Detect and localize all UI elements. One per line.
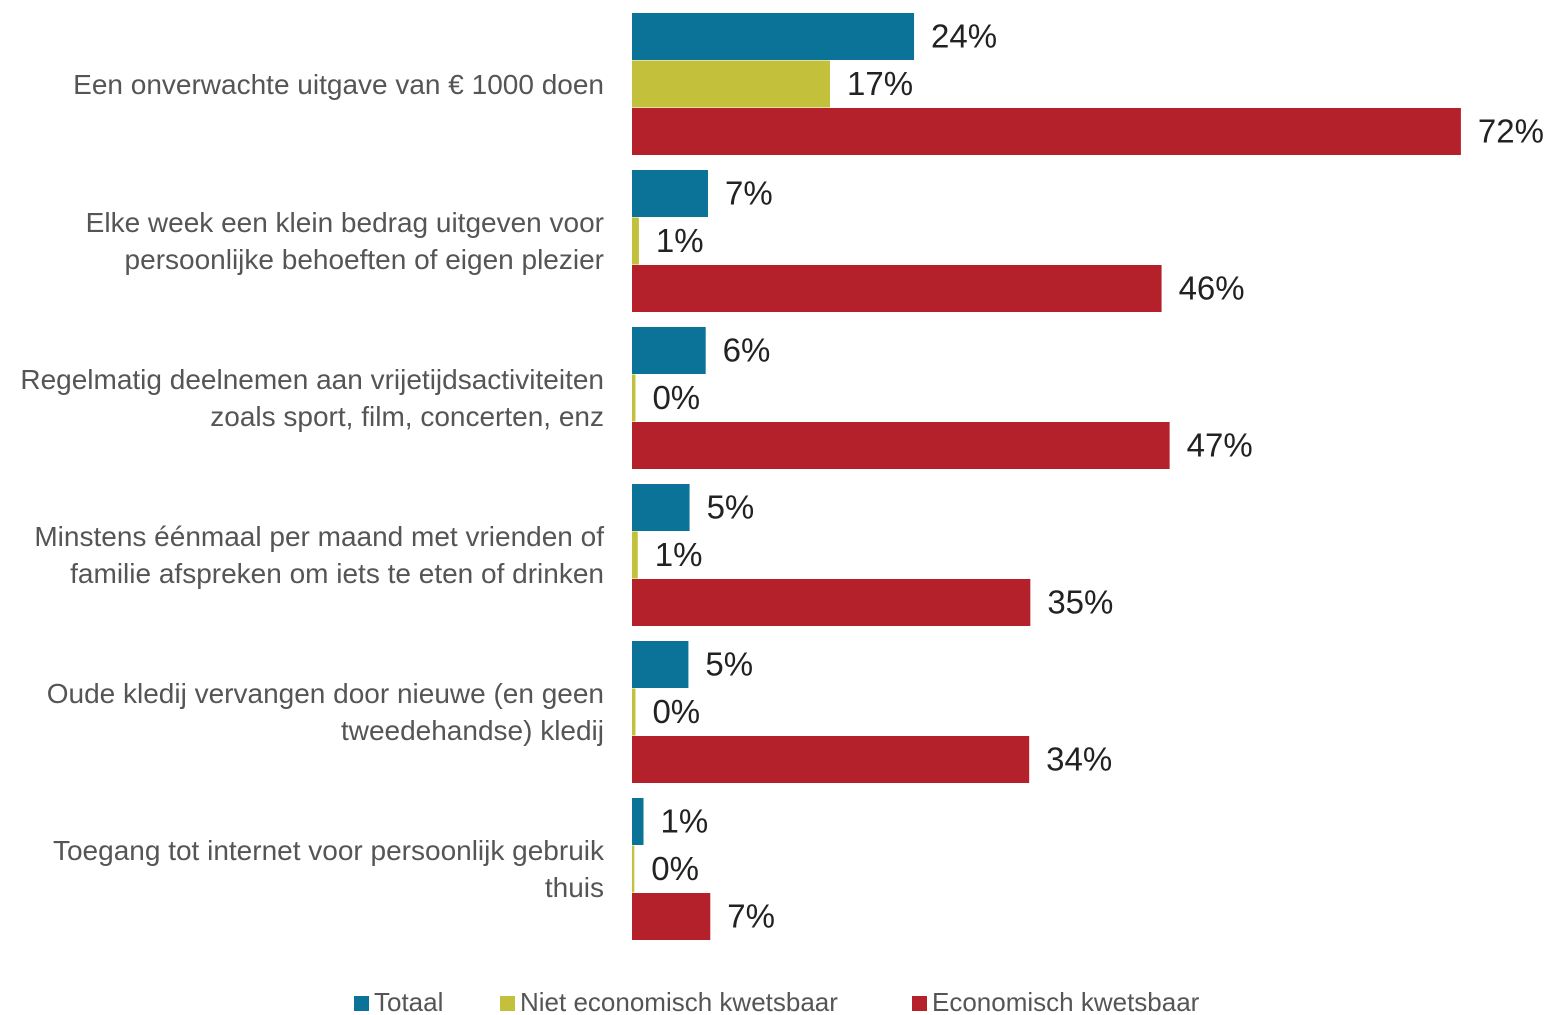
value-label: 7% [725, 174, 773, 211]
value-label: 6% [723, 331, 771, 368]
legend-label: Niet economisch kwetsbaar [520, 987, 838, 1015]
value-label: 72% [1478, 112, 1544, 149]
category-label: Minstens éénmaal per maand met vrienden … [34, 521, 604, 590]
bar [632, 13, 915, 60]
bar [632, 108, 1461, 155]
category-label: Regelmatig deelnemen aan vrijetijdsactiv… [20, 364, 604, 433]
value-label: 35% [1047, 583, 1113, 620]
legend-label: Totaal [374, 987, 443, 1015]
bar [632, 845, 635, 893]
value-label: 17% [847, 65, 913, 102]
bar [632, 217, 639, 265]
category-label: Elke week een klein bedrag uitgeven voor… [85, 207, 604, 276]
value-label: 24% [931, 17, 997, 54]
bar [632, 641, 689, 688]
bar [632, 579, 1031, 626]
legend-swatch [500, 996, 515, 1011]
legend-swatch [912, 996, 927, 1011]
legend-label: Economisch kwetsbaar [932, 987, 1200, 1015]
bar [632, 893, 711, 940]
bar [632, 736, 1030, 783]
bar [632, 422, 1170, 469]
category-label: Oude kledij vervangen door nieuwe (en ge… [46, 678, 604, 747]
category-label: Toegang tot internet voor persoonlijk ge… [52, 835, 604, 904]
bar [632, 374, 636, 422]
value-label: 1% [656, 222, 704, 259]
category-label: Een onverwachte uitgave van € 1000 doen [73, 68, 604, 100]
bar [632, 170, 708, 217]
value-label: 1% [661, 802, 709, 839]
value-label: 0% [651, 850, 699, 887]
value-label: 5% [707, 488, 755, 525]
bar [632, 60, 831, 108]
value-label: 34% [1046, 740, 1112, 777]
value-label: 0% [652, 379, 700, 416]
value-label: 7% [727, 897, 775, 934]
value-label: 46% [1179, 269, 1245, 306]
legend-swatch [354, 996, 369, 1011]
value-label: 47% [1187, 426, 1253, 463]
bar [632, 688, 636, 736]
value-label: 0% [652, 693, 700, 730]
value-label: 5% [705, 645, 753, 682]
bar [632, 798, 644, 845]
bar [632, 327, 706, 374]
bar [632, 265, 1162, 312]
value-label: 1% [655, 536, 703, 573]
bar [632, 531, 638, 579]
bar [632, 484, 690, 531]
